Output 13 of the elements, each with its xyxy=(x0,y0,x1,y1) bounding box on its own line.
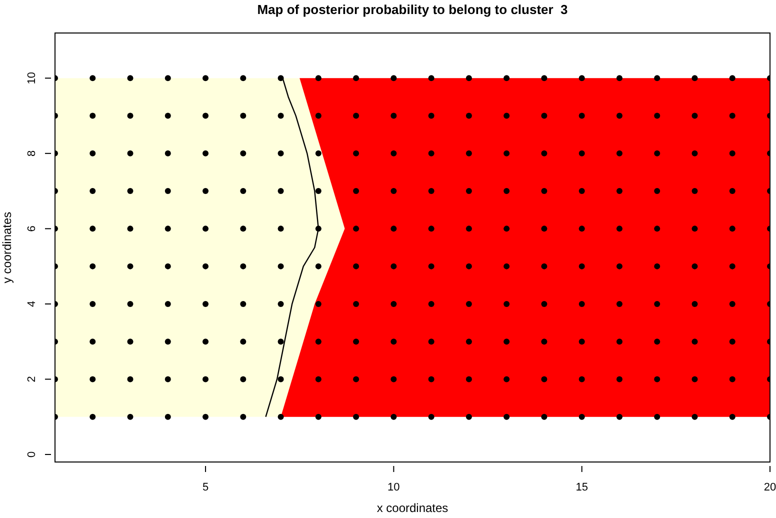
y-tick-label: 6 xyxy=(26,226,38,232)
y-tick-label: 4 xyxy=(26,300,38,308)
y-tick-label: 0 xyxy=(26,451,38,458)
y-axis-title: y coordinates xyxy=(0,212,14,284)
chart-title: Map of posterior probability to belong to cluster 3 xyxy=(257,2,568,17)
x-tick-label: 20 xyxy=(764,481,776,494)
y-tick-label: 10 xyxy=(26,72,38,84)
y-tick-label: 8 xyxy=(26,150,38,156)
x-tick-label: 15 xyxy=(576,481,588,494)
y-tick-label: 2 xyxy=(26,376,38,382)
x-axis-title: x coordinates xyxy=(376,501,448,515)
x-tick-label: 5 xyxy=(202,481,209,494)
x-tick-label: 10 xyxy=(388,481,400,494)
